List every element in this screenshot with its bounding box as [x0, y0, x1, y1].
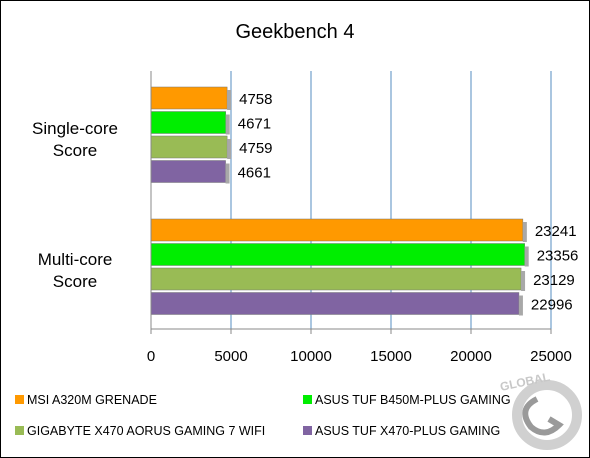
x-tick-label-0: 0 — [147, 348, 155, 365]
x-tick-label-20000: 20000 — [450, 348, 492, 365]
bar-shadow-1-3 — [518, 295, 523, 316]
bar-shadow-0-2 — [227, 139, 232, 159]
bar-shadow-0-0 — [227, 90, 232, 110]
bar-shadow-1-1 — [524, 246, 529, 267]
x-tick-label-5000: 5000 — [214, 348, 247, 365]
bar-0-1 — [150, 111, 226, 134]
category-label-1-0: Multi-core — [38, 250, 113, 269]
bar-1-1 — [150, 243, 525, 266]
bar-shadow-0-3 — [225, 163, 230, 184]
bar-0-3 — [150, 160, 226, 183]
data-label-1-0: 23241 — [535, 223, 577, 240]
x-tick-label-25000: 25000 — [530, 348, 572, 365]
legend-swatch-3 — [303, 426, 312, 435]
bar-shadow-1-0 — [522, 222, 527, 242]
geecks-logo-icon: GLOBAL — [499, 370, 582, 450]
category-label-0-0: Single-core — [32, 119, 118, 138]
x-tick-label-10000: 10000 — [290, 348, 332, 365]
data-label-0-0: 4758 — [239, 91, 272, 108]
bar-1-3 — [150, 292, 520, 315]
bar-0-2 — [150, 135, 228, 159]
legend-swatch-0 — [15, 395, 24, 404]
bar-1-0 — [150, 218, 524, 242]
category-label-0-1: Score — [53, 141, 97, 160]
legend-swatch-1 — [303, 395, 312, 404]
data-label-0-2: 4759 — [239, 140, 272, 157]
x-tick-label-15000: 15000 — [370, 348, 412, 365]
bar-1-2 — [150, 267, 522, 291]
data-label-0-1: 4671 — [238, 116, 271, 133]
data-label-0-3: 4661 — [238, 165, 271, 182]
bar-shadow-0-1 — [225, 114, 230, 135]
legend-label-3: ASUS TUF X470-PLUS GAMING — [315, 424, 500, 438]
data-label-1-3: 22996 — [531, 297, 573, 314]
category-label-1-1: Score — [53, 272, 97, 291]
data-label-1-1: 23356 — [537, 248, 579, 265]
chart-title: Geekbench 4 — [236, 21, 355, 43]
bar-shadow-1-2 — [521, 271, 526, 291]
legend-swatch-2 — [15, 426, 24, 435]
data-label-1-2: 23129 — [533, 272, 575, 289]
legend-label-1: ASUS TUF B450M-PLUS GAMING — [315, 393, 511, 407]
bar-0-0 — [150, 86, 228, 110]
legend-label-0: MSI A320M GRENADE — [27, 393, 157, 407]
legend-label-2: GIGABYTE X470 AORUS GAMING 7 WIFI — [27, 424, 265, 438]
